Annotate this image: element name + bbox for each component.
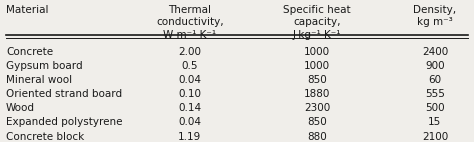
Text: 60: 60 xyxy=(428,75,441,85)
Text: Wood: Wood xyxy=(6,103,35,113)
Text: Oriented strand board: Oriented strand board xyxy=(6,89,122,99)
Text: Density,
kg m⁻³: Density, kg m⁻³ xyxy=(413,5,456,27)
Text: Gypsum board: Gypsum board xyxy=(6,61,83,71)
Text: 15: 15 xyxy=(428,117,442,127)
Text: 0.14: 0.14 xyxy=(178,103,201,113)
Text: 0.04: 0.04 xyxy=(178,75,201,85)
Text: Mineral wool: Mineral wool xyxy=(6,75,72,85)
Text: 500: 500 xyxy=(425,103,445,113)
Text: Expanded polystyrene: Expanded polystyrene xyxy=(6,117,123,127)
Text: 2100: 2100 xyxy=(422,131,448,142)
Text: 555: 555 xyxy=(425,89,445,99)
Text: 900: 900 xyxy=(425,61,445,71)
Text: 850: 850 xyxy=(307,75,327,85)
Text: Concrete block: Concrete block xyxy=(6,131,84,142)
Text: 1.19: 1.19 xyxy=(178,131,201,142)
Text: Material: Material xyxy=(6,5,49,15)
Text: 850: 850 xyxy=(307,117,327,127)
Text: 0.5: 0.5 xyxy=(182,61,198,71)
Text: 1880: 1880 xyxy=(304,89,330,99)
Text: 0.10: 0.10 xyxy=(178,89,201,99)
Text: 0.04: 0.04 xyxy=(178,117,201,127)
Text: 2300: 2300 xyxy=(304,103,330,113)
Text: Thermal
conductivity,
W m⁻¹ K⁻¹: Thermal conductivity, W m⁻¹ K⁻¹ xyxy=(156,5,224,40)
Text: Concrete: Concrete xyxy=(6,47,53,57)
Text: 2400: 2400 xyxy=(422,47,448,57)
Text: 880: 880 xyxy=(307,131,327,142)
Text: Specific heat
capacity,
J kg⁻¹ K⁻¹: Specific heat capacity, J kg⁻¹ K⁻¹ xyxy=(283,5,351,40)
Text: 1000: 1000 xyxy=(304,61,330,71)
Text: 2.00: 2.00 xyxy=(178,47,201,57)
Text: 1000: 1000 xyxy=(304,47,330,57)
